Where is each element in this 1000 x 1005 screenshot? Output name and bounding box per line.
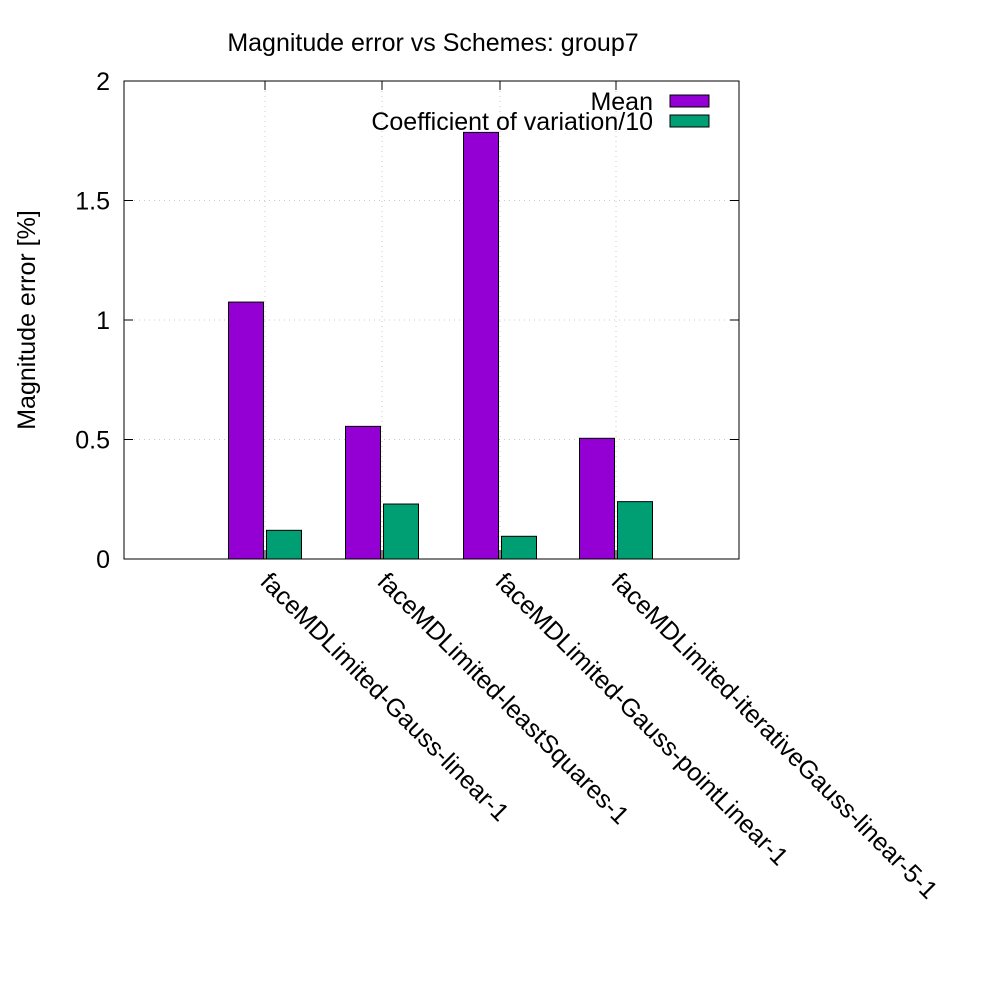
y-tick-label: 0.5: [75, 427, 110, 455]
grid: [124, 81, 739, 559]
bars: [228, 131, 653, 560]
x-axis-tick-labels: faceMDLimited-Gauss-linear-1faceMDLimite…: [255, 567, 943, 904]
legend-swatch: [669, 114, 710, 128]
plot-frame: [123, 80, 740, 560]
axis-ticks: [124, 80, 739, 560]
y-tick-label: 2: [96, 68, 110, 96]
bar-series-1-category-3: [463, 131, 499, 560]
legend-label: Mean: [590, 88, 653, 116]
bar-series-1-category-4: [579, 437, 615, 560]
x-tick-label: faceMDLimited-leastSquares-1: [372, 567, 634, 829]
legend-label: Coefficient of variation/10: [371, 108, 653, 136]
legend-swatch: [669, 94, 710, 108]
bar-series-2-category-4: [617, 501, 653, 560]
y-tick-label: 0: [96, 546, 110, 574]
bar-series-1-category-1: [228, 301, 264, 560]
bar-series-1-category-2: [345, 425, 381, 560]
y-tick-label: 1.5: [75, 188, 110, 216]
x-tick-label: faceMDLimited-Gauss-linear-1: [255, 567, 515, 827]
y-axis-label: Magnitude error [%]: [13, 210, 41, 430]
bar-series-2-category-1: [266, 529, 302, 560]
bar-series-2-category-2: [383, 503, 419, 560]
chart-title: Magnitude error vs Schemes: group7: [227, 29, 638, 57]
bar-series-2-category-3: [501, 535, 537, 560]
y-axis-tick-labels: 0 0.5 1 1.5 2: [75, 68, 110, 574]
y-tick-label: 1: [96, 307, 110, 335]
